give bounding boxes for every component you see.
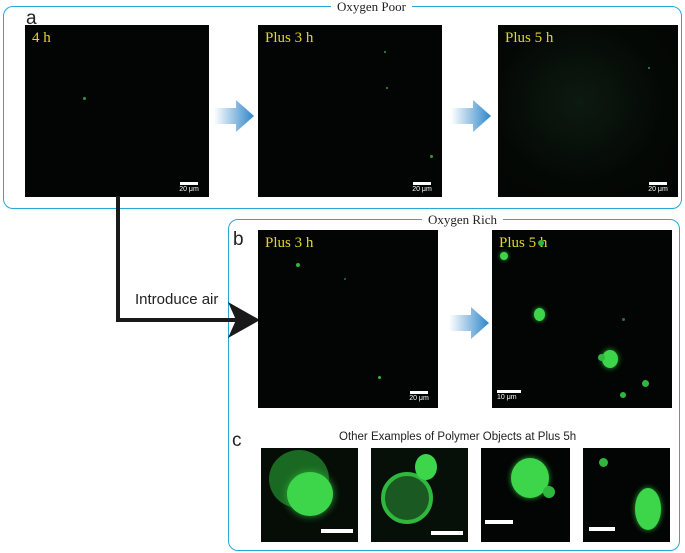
scale-bar — [321, 529, 353, 533]
panel-c-letter: c — [232, 430, 242, 451]
scale-bar-a3: 20 μm — [647, 182, 669, 194]
polymer-object — [538, 240, 544, 246]
arrow-right-icon — [214, 100, 254, 132]
panel-plus-5h-poor: Plus 5 h 20 μm — [498, 25, 678, 197]
polymer-object — [500, 252, 508, 260]
example-image-4 — [583, 448, 670, 542]
fluorescent-speck — [430, 155, 433, 158]
scale-bar — [589, 527, 615, 531]
polymer-object — [598, 354, 605, 361]
panel-plus-3h-poor: Plus 3 h 20 μm — [258, 25, 442, 197]
scale-bar — [485, 520, 513, 524]
panel-plus-5h-rich: Plus 5 h 10 μm — [492, 230, 672, 408]
panel-plus-3h-rich-label: Plus 3 h — [265, 235, 314, 251]
oxygen-poor-title: Oxygen Poor — [331, 0, 412, 14]
polymer-object — [602, 350, 618, 368]
scale-bar-a1: 20 μm — [178, 182, 200, 194]
scale-bar-a2: 20 μm — [411, 182, 433, 194]
panel-a-letter: a — [26, 8, 37, 29]
introduce-air-label: Introduce air — [135, 291, 219, 308]
fluorescent-speck — [344, 278, 346, 280]
scale-bar — [431, 531, 463, 535]
fluorescent-speck — [386, 87, 388, 89]
polymer-object — [534, 308, 545, 321]
polymer-object — [622, 318, 625, 321]
panel-4h-label: 4 h — [32, 30, 51, 46]
arrow-right-icon — [449, 307, 489, 339]
panel-b-letter: b — [233, 229, 244, 250]
fluorescent-speck — [648, 67, 650, 69]
polymer-object — [620, 392, 626, 398]
other-examples-title: Other Examples of Polymer Objects at Plu… — [339, 431, 577, 443]
oxygen-rich-title: Oxygen Rich — [422, 213, 503, 227]
example-image-3 — [481, 448, 570, 542]
panel-plus-5h-poor-label: Plus 5 h — [505, 30, 554, 46]
fluorescent-speck — [384, 51, 386, 53]
arrow-right-icon — [451, 100, 491, 132]
panel-4h: 4 h 20 μm — [25, 25, 209, 197]
panel-plus-3h-rich: Plus 3 h 20 μm — [258, 230, 438, 408]
fluorescent-speck — [378, 376, 381, 379]
panel-plus-3h-poor-label: Plus 3 h — [265, 30, 314, 46]
fluorescent-speck — [296, 263, 300, 267]
example-image-1 — [261, 448, 358, 542]
panel-plus-5h-rich-label: Plus 5 h — [499, 235, 548, 251]
introduce-air-arrow — [116, 196, 260, 338]
example-image-2 — [371, 448, 468, 542]
scale-bar-b2: 10 μm — [497, 390, 527, 402]
polymer-object — [642, 380, 649, 387]
fluorescent-speck — [83, 97, 86, 100]
scale-bar-b1: 20 μm — [408, 391, 430, 403]
